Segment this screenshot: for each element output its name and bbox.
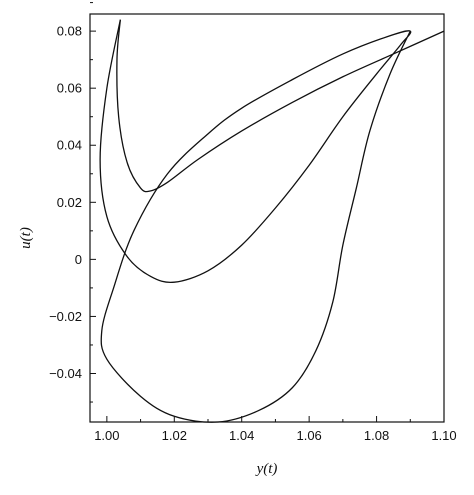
- curves: [99, 19, 445, 423]
- y-tick-label: 0: [75, 252, 82, 267]
- trajectory-curve-1: [116, 19, 445, 193]
- x-axis-ticks: 1.00 1.02 1.04 1.06 1.08 1.10: [94, 416, 457, 443]
- x-tick-label: 1.06: [296, 428, 321, 443]
- x-axis-label: y(t): [255, 461, 278, 477]
- x-tick-label: 1.02: [162, 428, 187, 443]
- y-tick-label: 0.04: [57, 138, 82, 153]
- x-tick-label: 1.10: [431, 428, 456, 443]
- y-tick-label: 0.08: [57, 24, 82, 39]
- plot-frame: [89, 13, 445, 423]
- trajectory-curve-2: [99, 19, 412, 423]
- y-tick-label: 0.02: [57, 195, 82, 210]
- y-axis-label: u(t): [18, 227, 34, 249]
- y-tick-label: 0.06: [57, 81, 82, 96]
- y-axis-ticks: −0.04 −0.02 0 0.02 0.04 0.06 0.08: [49, 2, 96, 403]
- x-tick-label: 1.08: [364, 428, 389, 443]
- x-tick-label: 1.04: [229, 428, 254, 443]
- x-tick-label: 1.00: [94, 428, 119, 443]
- y-tick-label: −0.02: [49, 309, 82, 324]
- y-tick-label: −0.04: [49, 366, 82, 381]
